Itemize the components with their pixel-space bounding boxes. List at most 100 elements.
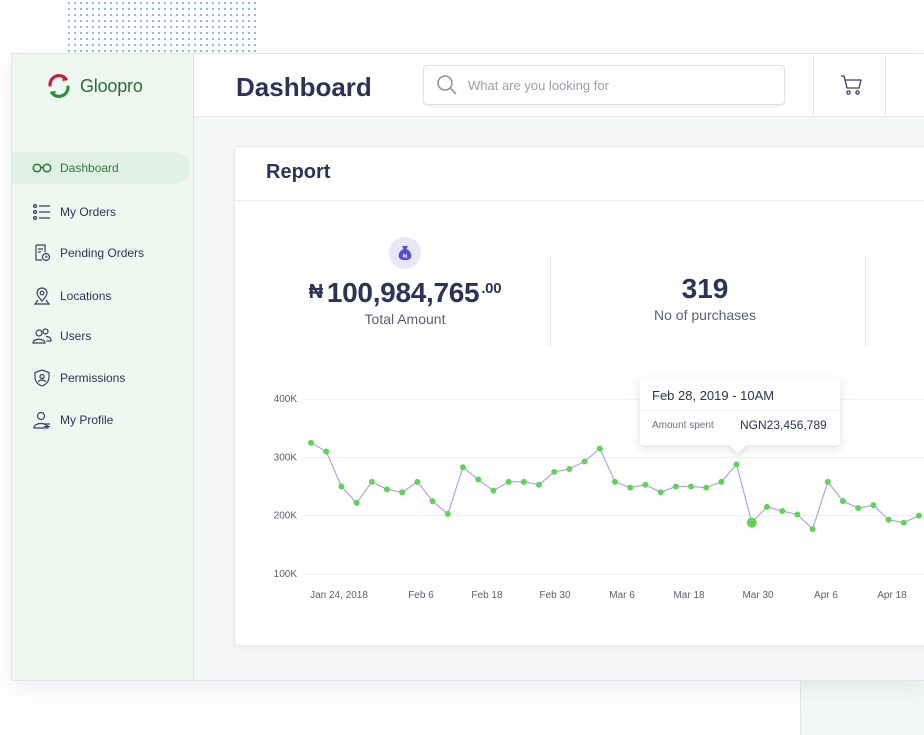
y-tick-label: 100K [274, 569, 298, 580]
data-point [794, 511, 801, 518]
data-point [505, 478, 512, 485]
data-point [703, 484, 710, 491]
search-input[interactable] [468, 77, 748, 93]
top-bar: Dashboard [194, 54, 924, 117]
header-divider [885, 54, 886, 117]
sidebar-item-label: Locations [60, 289, 112, 303]
tooltip-date: Feb 28, 2019 - 10AM [652, 388, 775, 403]
sidebar-item-label: My Orders [60, 205, 117, 219]
data-point [368, 478, 375, 485]
sidebar-item-permissions[interactable]: Permissions [12, 362, 190, 394]
data-point [855, 505, 862, 512]
clock-document-icon [32, 243, 52, 263]
data-point [688, 483, 694, 490]
search-icon [437, 75, 457, 95]
x-tick-label: Feb 18 [471, 590, 503, 601]
shield-icon [32, 368, 52, 388]
purchases-label: No of purchases [654, 307, 756, 323]
data-point [733, 461, 740, 468]
sidebar-item-label: My Profile [60, 413, 114, 427]
glasses-icon [32, 158, 52, 178]
data-point [581, 458, 588, 465]
data-point [596, 445, 603, 452]
sidebar-item-label: Dashboard [60, 161, 119, 175]
svg-text:₦: ₦ [403, 254, 408, 260]
tooltip-label: Amount spent [652, 420, 714, 431]
data-point [429, 498, 436, 505]
app-window: Gloopro Dashboard My Orders Pending Orde… [11, 53, 924, 681]
stat-divider [865, 255, 866, 347]
app-name: Gloopro [80, 75, 143, 96]
data-point [718, 478, 725, 485]
data-point [840, 498, 846, 505]
data-point [885, 516, 892, 523]
data-point [657, 489, 664, 496]
data-point [672, 483, 679, 490]
x-tick-label: Mar 6 [609, 590, 635, 601]
header-divider [813, 54, 814, 117]
y-tick-label: 200K [274, 511, 298, 522]
total-amount-value: ₦ 100,984,765.00 [295, 277, 515, 309]
tooltip-divider [640, 410, 840, 411]
list-icon [32, 202, 52, 222]
data-point [338, 483, 345, 490]
purchases-stat: 319 No of purchases [635, 273, 775, 323]
data-point [536, 481, 542, 488]
search-box[interactable] [423, 65, 785, 105]
x-tick-label: Feb 6 [408, 590, 434, 601]
sidebar-item-label: Users [60, 329, 92, 343]
data-point [475, 476, 482, 483]
card-divider [235, 200, 924, 201]
y-tick-label: 300K [274, 452, 298, 463]
app-logo[interactable]: Gloopro [44, 72, 143, 100]
data-point [612, 478, 618, 485]
sidebar: Gloopro Dashboard My Orders Pending Orde… [12, 54, 194, 680]
data-point [323, 448, 330, 455]
data-point [809, 526, 816, 533]
sidebar-item-users[interactable]: Users [12, 320, 190, 352]
x-tick-label: Jan 24, 2018 [310, 590, 368, 601]
data-point [916, 512, 922, 519]
data-point [551, 468, 558, 475]
total-amount-label: Total Amount [364, 311, 446, 327]
data-point [414, 478, 421, 485]
data-point [764, 503, 770, 510]
data-point [353, 499, 360, 506]
profile-icon [32, 410, 52, 430]
amount-integer: 100,984,765 [326, 277, 480, 308]
cart-icon[interactable] [840, 74, 864, 96]
data-point [779, 508, 786, 514]
data-point [566, 466, 573, 472]
data-point [444, 510, 451, 517]
chart-tooltip: Feb 28, 2019 - 10AM Amount spent NGN23,4… [640, 379, 840, 445]
sidebar-item-pending-orders[interactable]: Pending Orders [12, 237, 190, 269]
sidebar-item-label: Permissions [60, 371, 126, 385]
data-point [900, 519, 907, 526]
gloopro-logo-icon [48, 74, 70, 98]
data-point [520, 478, 527, 485]
report-title: Report [266, 161, 331, 183]
highlighted-point [746, 517, 757, 528]
y-tick-label: 400K [274, 394, 298, 405]
sidebar-item-my-profile[interactable]: My Profile [12, 404, 190, 436]
data-point [642, 481, 649, 488]
total-amount-stat: ₦ ₦ 100,984,765.00 Total Amount [295, 237, 515, 327]
money-bag-icon: ₦ [389, 237, 421, 269]
report-card: Report ₦ ₦ 100,984,765.00 Total Amount 31… [234, 146, 924, 646]
dot-pattern-decoration [66, 0, 256, 52]
x-tick-label: Apr 18 [877, 590, 907, 601]
data-point [384, 486, 390, 493]
sidebar-item-locations[interactable]: Locations [12, 280, 190, 312]
x-tick-label: Feb 30 [539, 590, 571, 601]
location-pin-icon [32, 286, 52, 306]
x-tick-label: Mar 18 [673, 590, 705, 601]
currency-symbol: ₦ [308, 281, 323, 303]
sidebar-item-my-orders[interactable]: My Orders [12, 196, 190, 228]
sidebar-item-dashboard[interactable]: Dashboard [12, 152, 190, 184]
x-tick-label: Mar 30 [742, 590, 774, 601]
data-point [399, 489, 406, 496]
data-point [627, 484, 634, 491]
amount-decimals: .00 [481, 280, 502, 297]
data-point [308, 439, 314, 446]
purchases-count: 319 [681, 273, 729, 304]
